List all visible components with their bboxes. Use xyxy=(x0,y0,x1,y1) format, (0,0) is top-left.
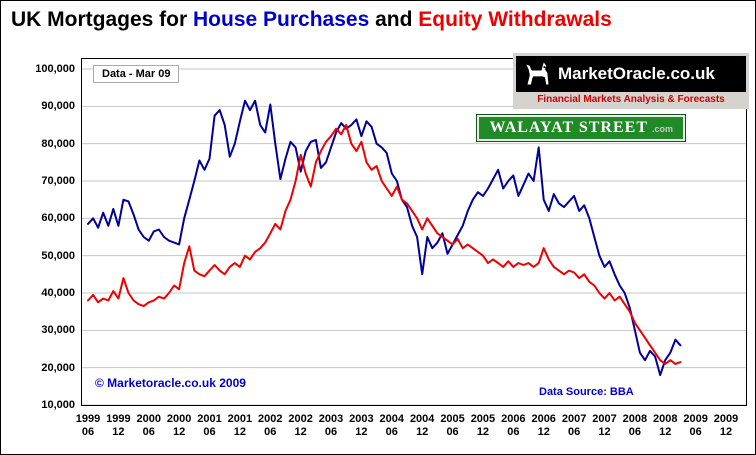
plot-area: Data - Mar 09 © Marketoracle.co.uk 2009 … xyxy=(81,58,747,408)
walayat-street-suffix: .com xyxy=(651,124,673,134)
x-tick-label: 2005 12 xyxy=(470,413,496,438)
x-tick-label: 2008 06 xyxy=(622,413,648,438)
walayat-street-logo: WALAYAT STREET .com xyxy=(477,115,685,141)
x-tick-label: 2007 06 xyxy=(561,413,587,438)
marketoracle-logo-panel: MarketOracle.co.uk Financial Markets Ana… xyxy=(513,53,749,109)
x-tick-label: 2003 12 xyxy=(349,413,374,438)
x-tick-label: 2005 06 xyxy=(440,413,465,438)
series-line-equity-withdrawals xyxy=(87,124,682,365)
x-tick-label: 2006 12 xyxy=(531,413,556,438)
x-tick-label: 2007 12 xyxy=(592,413,617,438)
copyright-text: © Marketoracle.co.uk 2009 xyxy=(95,376,246,390)
title-part-black2: and xyxy=(369,8,419,31)
marketoracle-tagline: Financial Markets Analysis & Forecasts xyxy=(537,94,725,105)
title-part-house-purchases: House Purchases xyxy=(193,8,370,31)
x-tick-label: 1999 06 xyxy=(75,413,101,438)
y-tick-label: 70,000 xyxy=(41,175,75,187)
x-tick-label: 2000 06 xyxy=(136,413,161,438)
y-tick-label: 10,000 xyxy=(41,399,75,411)
y-tick-label: 90,000 xyxy=(41,100,75,113)
y-tick-label: 80,000 xyxy=(41,137,75,150)
x-tick-label: 2001 06 xyxy=(197,413,222,438)
x-tick-label: 2008 12 xyxy=(652,413,678,438)
x-tick-label: 2003 06 xyxy=(318,413,344,438)
y-axis: 100,000 90,000 80,000 70,000 60,000 50,000 40,… xyxy=(1,58,77,411)
series-line-house-purchases xyxy=(87,99,682,377)
x-tick-label: 2000 12 xyxy=(166,413,192,438)
x-tick-label: 1999 12 xyxy=(106,413,131,438)
data-note-box: Data - Mar 09 xyxy=(93,65,180,83)
x-tick-label: 2004 12 xyxy=(409,413,435,438)
walayat-street-text: WALAYAT STREET xyxy=(489,119,648,136)
page-title: UK Mortgages for House Purchases and Equ… xyxy=(11,8,612,32)
y-tick-label: 20,000 xyxy=(41,361,75,374)
marketoracle-logo-text: MarketOracle.co.uk xyxy=(558,64,715,83)
x-axis: 1999 06 1999 12 2000 06 2000 12 2001 06 2001 12 2002… xyxy=(76,413,747,445)
goat-icon xyxy=(526,62,549,85)
y-tick-label: 40,000 xyxy=(41,287,75,299)
x-tick-label: 2002 06 xyxy=(258,413,283,438)
plot-border xyxy=(81,58,747,406)
x-tick-label: 2004 06 xyxy=(379,413,405,438)
x-tick-label: 2006 06 xyxy=(501,413,526,438)
plot-svg xyxy=(81,58,747,406)
x-tick-label: 2009 12 xyxy=(713,413,739,438)
y-tick-label: 50,000 xyxy=(41,249,75,262)
x-tick-label: 2001 12 xyxy=(227,413,253,438)
data-source-text: Data Source: BBA xyxy=(539,386,634,398)
x-tick-label: 2009 06 xyxy=(683,413,708,438)
y-tick-label: 100,000 xyxy=(35,63,75,75)
title-part-equity-withdrawals: Equity Withdrawals xyxy=(418,8,612,31)
title-part-black1: UK Mortgages for xyxy=(11,8,194,31)
y-tick-label: 30,000 xyxy=(41,324,75,337)
x-tick-label: 2002 12 xyxy=(288,413,313,438)
y-tick-label: 60,000 xyxy=(41,212,75,225)
marketoracle-logo: MarketOracle.co.uk xyxy=(516,56,746,92)
